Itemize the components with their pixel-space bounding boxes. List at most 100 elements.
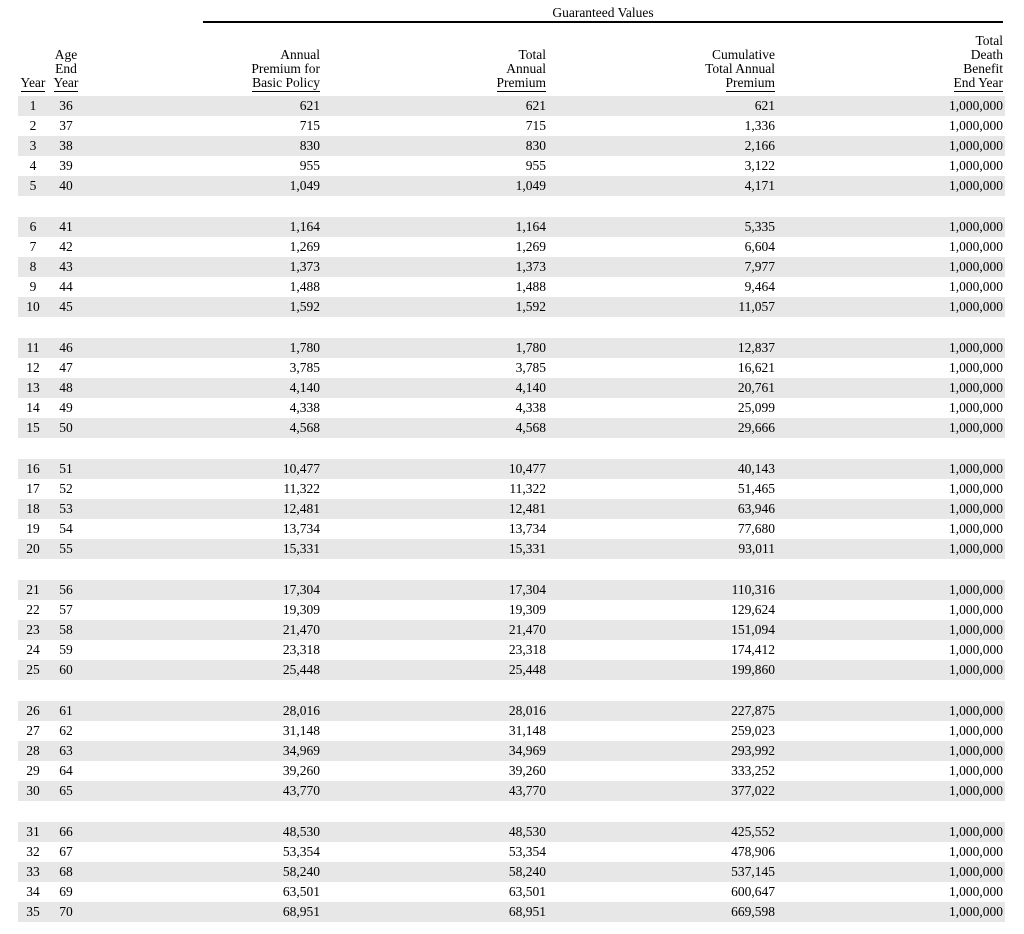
cell-total-annual-premium: 63,501 (508, 884, 546, 899)
cell-cumulative-total-annual-premium: 7,977 (548, 257, 777, 277)
cell-cumulative-total-annual-premium: 77,680 (737, 521, 775, 536)
table-row: 15 50 4,568 4,568 29,666 1,000,000 (18, 418, 1005, 438)
cell-total-death-benefit-end-year: 1,000,000 (777, 781, 1005, 801)
cell-annual-premium-basic-policy: 955 (299, 158, 320, 173)
cell-total-death-benefit-end-year: 1,000,000 (777, 580, 1005, 600)
cell-year: 9 (29, 279, 37, 294)
table-row: 2 37 715 715 1,336 1,000,000 (18, 116, 1005, 136)
cell-total-death-benefit-end-year: 1,000,000 (777, 176, 1005, 196)
table-row: 11 46 1,780 1,780 12,837 1,000,000 (18, 338, 1005, 358)
cell-age-end-year: 60 (48, 660, 84, 680)
cell-annual-premium-basic-policy: 830 (84, 136, 322, 156)
cell-year: 21 (18, 580, 48, 600)
table-row: 29 64 39,260 39,260 333,252 1,000,000 (18, 761, 1005, 781)
cell-cumulative-total-annual-premium: 600,647 (731, 884, 775, 899)
cell-total-death-benefit-end-year: 1,000,000 (949, 118, 1003, 133)
cell-cumulative-total-annual-premium: 11,057 (548, 297, 777, 317)
cell-total-annual-premium: 19,309 (508, 602, 546, 617)
guaranteed-values-table: Year Age End Year Annual Premium for Basic Pol… (18, 32, 1005, 922)
cell-annual-premium-basic-policy: 34,969 (84, 741, 322, 761)
cell-cumulative-total-annual-premium: 259,023 (731, 723, 775, 738)
table-row: 27 62 31,148 31,148 259,023 1,000,000 (18, 721, 1005, 741)
cell-total-death-benefit-end-year: 1,000,000 (949, 723, 1003, 738)
cell-annual-premium-basic-policy: 19,309 (282, 602, 320, 617)
group-spacer-cell (18, 801, 1005, 822)
table-row: 9 44 1,488 1,488 9,464 1,000,000 (18, 277, 1005, 297)
cell-total-annual-premium: 830 (322, 136, 548, 156)
cell-year: 22 (26, 602, 40, 617)
cell-total-annual-premium: 21,470 (322, 620, 548, 640)
cell-annual-premium-basic-policy: 43,770 (84, 781, 322, 801)
cell-year: 14 (26, 400, 40, 415)
cell-annual-premium-basic-policy: 11,322 (283, 481, 320, 496)
cell-year: 4 (29, 158, 37, 173)
cell-total-death-benefit-end-year: 1,000,000 (777, 338, 1005, 358)
cell-year: 31 (18, 822, 48, 842)
cell-annual-premium-basic-policy: 621 (84, 96, 322, 116)
cell-age-end-year: 55 (48, 539, 84, 559)
cell-cumulative-total-annual-premium: 6,604 (744, 239, 775, 254)
cell-year: 32 (26, 844, 40, 859)
cell-total-death-benefit-end-year: 1,000,000 (949, 602, 1003, 617)
cell-total-annual-premium: 621 (322, 96, 548, 116)
cell-cumulative-total-annual-premium: 333,252 (731, 763, 775, 778)
cell-total-annual-premium: 39,260 (508, 763, 546, 778)
cell-age-end-year: 69 (59, 884, 73, 899)
cell-total-annual-premium: 1,049 (322, 176, 548, 196)
cell-age-end-year: 45 (48, 297, 84, 317)
cell-age-end-year: 51 (48, 459, 84, 479)
column-header-total-annual-premium: Total Annual Premium (496, 47, 546, 92)
column-header-total-death-benefit-end-year: Total Death Benefit End Year (953, 33, 1003, 92)
cell-total-death-benefit-end-year: 1,000,000 (949, 360, 1003, 375)
cell-year: 5 (18, 176, 48, 196)
table-row: 25 60 25,448 25,448 199,860 1,000,000 (18, 660, 1005, 680)
group-spacer (18, 317, 1005, 338)
cell-year: 11 (18, 338, 48, 358)
cell-age-end-year: 58 (48, 620, 84, 640)
cell-cumulative-total-annual-premium: 478,906 (731, 844, 775, 859)
cell-annual-premium-basic-policy: 1,269 (289, 239, 320, 254)
cell-total-annual-premium: 15,331 (322, 539, 548, 559)
cell-total-annual-premium: 3,785 (515, 360, 546, 375)
cell-total-annual-premium: 10,477 (322, 459, 548, 479)
cell-total-annual-premium: 13,734 (508, 521, 546, 536)
cell-age-end-year: 65 (48, 781, 84, 801)
cell-annual-premium-basic-policy: 4,568 (84, 418, 322, 438)
cell-total-death-benefit-end-year: 1,000,000 (777, 96, 1005, 116)
cell-age-end-year: 67 (59, 844, 73, 859)
cell-total-annual-premium: 12,481 (322, 499, 548, 519)
cell-annual-premium-basic-policy: 15,331 (84, 539, 322, 559)
cell-age-end-year: 43 (48, 257, 84, 277)
table-row: 10 45 1,592 1,592 11,057 1,000,000 (18, 297, 1005, 317)
cell-age-end-year: 44 (59, 279, 73, 294)
cell-annual-premium-basic-policy: 1,592 (84, 297, 322, 317)
table-row: 26 61 28,016 28,016 227,875 1,000,000 (18, 701, 1005, 721)
column-header-row: Year Age End Year Annual Premium for Basic Pol… (18, 32, 1005, 96)
cell-cumulative-total-annual-premium: 2,166 (548, 136, 777, 156)
cell-total-death-benefit-end-year: 1,000,000 (949, 481, 1003, 496)
cell-cumulative-total-annual-premium: 537,145 (548, 862, 777, 882)
table-row: 16 51 10,477 10,477 40,143 1,000,000 (18, 459, 1005, 479)
cell-year: 16 (18, 459, 48, 479)
table-row: 7 42 1,269 1,269 6,604 1,000,000 (18, 237, 1005, 257)
cell-year: 8 (18, 257, 48, 277)
table-row: 5 40 1,049 1,049 4,171 1,000,000 (18, 176, 1005, 196)
cell-year: 2 (29, 118, 37, 133)
table-row: 32 67 53,354 53,354 478,906 1,000,000 (18, 842, 1005, 862)
cell-year: 29 (26, 763, 40, 778)
cell-year: 35 (18, 902, 48, 922)
cell-total-death-benefit-end-year: 1,000,000 (777, 378, 1005, 398)
cell-age-end-year: 52 (59, 481, 73, 496)
cell-total-annual-premium: 68,951 (322, 902, 548, 922)
cell-year: 18 (18, 499, 48, 519)
cell-annual-premium-basic-policy: 4,338 (289, 400, 320, 415)
cell-cumulative-total-annual-premium: 129,624 (731, 602, 775, 617)
cell-total-annual-premium: 17,304 (322, 580, 548, 600)
group-spacer (18, 559, 1005, 580)
cell-year: 28 (18, 741, 48, 761)
group-spacer (18, 196, 1005, 217)
cell-year: 6 (18, 217, 48, 237)
cell-cumulative-total-annual-premium: 63,946 (548, 499, 777, 519)
cell-cumulative-total-annual-premium: 4,171 (548, 176, 777, 196)
cell-age-end-year: 37 (59, 118, 73, 133)
